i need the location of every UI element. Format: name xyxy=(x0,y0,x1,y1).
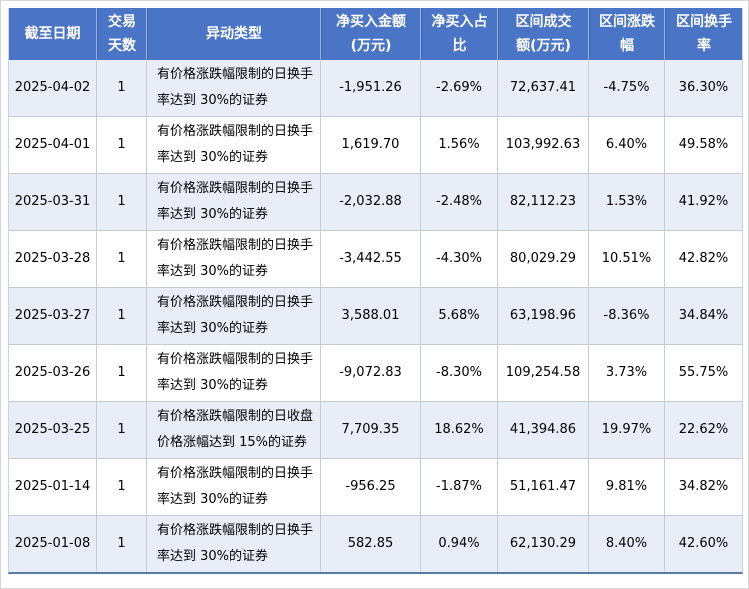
cell-trade-days: 1 xyxy=(97,516,147,572)
cell-trade-days: 1 xyxy=(97,402,147,459)
table-row: 2025-03-28 1 有价格涨跌幅限制的日换手率达到 30%的证券 -3,4… xyxy=(9,231,742,288)
table-row: 2025-03-31 1 有价格涨跌幅限制的日换手率达到 30%的证券 -2,0… xyxy=(9,174,742,231)
cell-trade-days: 1 xyxy=(97,288,147,345)
abnormal-movement-table: 截至日期 交易 天数 异动类型 净买入金额 (万元) 净买入占 比 区间成交 额… xyxy=(8,8,743,574)
cell-interval-change: -4.75% xyxy=(589,60,665,117)
table-row: 2025-01-14 1 有价格涨跌幅限制的日换手率达到 30%的证券 -956… xyxy=(9,459,742,516)
cell-move-type: 有价格涨跌幅限制的日换手率达到 30%的证券 xyxy=(147,231,321,288)
cell-interval-turnover-amount: 41,394.86 xyxy=(498,402,589,459)
cell-interval-turnover-rate: 22.62% xyxy=(665,402,742,459)
cell-net-buy-ratio: 0.94% xyxy=(421,516,498,572)
header-cell-trade-days: 交易 天数 xyxy=(97,8,147,60)
cell-end-date: 2025-03-27 xyxy=(9,288,97,345)
cell-end-date: 2025-03-31 xyxy=(9,174,97,231)
cell-move-type: 有价格涨跌幅限制的日收盘价格涨幅达到 15%的证券 xyxy=(147,402,321,459)
table-row: 2025-03-25 1 有价格涨跌幅限制的日收盘价格涨幅达到 15%的证券 7… xyxy=(9,402,742,459)
table-body: 2025-04-02 1 有价格涨跌幅限制的日换手率达到 30%的证券 -1,9… xyxy=(9,60,742,572)
header-cell-move-type: 异动类型 xyxy=(147,8,321,60)
header-cell-net-buy-ratio: 净买入占 比 xyxy=(421,8,498,60)
cell-trade-days: 1 xyxy=(97,60,147,117)
header-cell-interval-turnover-rate: 区间换手 率 xyxy=(665,8,742,60)
cell-interval-turnover-amount: 51,161.47 xyxy=(498,459,589,516)
cell-net-buy-amount: -2,032.88 xyxy=(321,174,421,231)
cell-net-buy-ratio: 5.68% xyxy=(421,288,498,345)
cell-net-buy-ratio: -1.87% xyxy=(421,459,498,516)
cell-net-buy-ratio: -2.48% xyxy=(421,174,498,231)
cell-end-date: 2025-01-08 xyxy=(9,516,97,572)
cell-interval-turnover-rate: 42.60% xyxy=(665,516,742,572)
header-cell-interval-change: 区间涨跌 幅 xyxy=(589,8,665,60)
cell-net-buy-amount: -956.25 xyxy=(321,459,421,516)
cell-interval-change: 3.73% xyxy=(589,345,665,402)
cell-interval-turnover-rate: 42.82% xyxy=(665,231,742,288)
header-cell-net-buy-amount: 净买入金额 (万元) xyxy=(321,8,421,60)
table-row: 2025-04-01 1 有价格涨跌幅限制的日换手率达到 30%的证券 1,61… xyxy=(9,117,742,174)
header-cell-interval-turnover-amount: 区间成交 额(万元) xyxy=(498,8,589,60)
table-row: 2025-01-08 1 有价格涨跌幅限制的日换手率达到 30%的证券 582.… xyxy=(9,516,742,572)
cell-net-buy-ratio: -2.69% xyxy=(421,60,498,117)
cell-move-type: 有价格涨跌幅限制的日换手率达到 30%的证券 xyxy=(147,459,321,516)
cell-interval-turnover-amount: 63,198.96 xyxy=(498,288,589,345)
cell-end-date: 2025-03-25 xyxy=(9,402,97,459)
cell-trade-days: 1 xyxy=(97,174,147,231)
cell-move-type: 有价格涨跌幅限制的日换手率达到 30%的证券 xyxy=(147,288,321,345)
cell-interval-turnover-rate: 55.75% xyxy=(665,345,742,402)
header-row: 截至日期 交易 天数 异动类型 净买入金额 (万元) 净买入占 比 区间成交 额… xyxy=(9,8,742,60)
cell-move-type: 有价格涨跌幅限制的日换手率达到 30%的证券 xyxy=(147,174,321,231)
header-cell-end-date: 截至日期 xyxy=(9,8,97,60)
cell-end-date: 2025-03-28 xyxy=(9,231,97,288)
cell-interval-turnover-rate: 49.58% xyxy=(665,117,742,174)
cell-net-buy-amount: 7,709.35 xyxy=(321,402,421,459)
cell-net-buy-amount: -1,951.26 xyxy=(321,60,421,117)
table-header: 截至日期 交易 天数 异动类型 净买入金额 (万元) 净买入占 比 区间成交 额… xyxy=(9,8,742,60)
cell-trade-days: 1 xyxy=(97,117,147,174)
cell-interval-turnover-amount: 80,029.29 xyxy=(498,231,589,288)
cell-trade-days: 1 xyxy=(97,345,147,402)
cell-interval-turnover-amount: 72,637.41 xyxy=(498,60,589,117)
cell-interval-turnover-amount: 82,112.23 xyxy=(498,174,589,231)
cell-net-buy-amount: 3,588.01 xyxy=(321,288,421,345)
cell-interval-change: 8.40% xyxy=(589,516,665,572)
cell-trade-days: 1 xyxy=(97,231,147,288)
cell-interval-change: 19.97% xyxy=(589,402,665,459)
cell-net-buy-amount: 1,619.70 xyxy=(321,117,421,174)
cell-interval-change: 9.81% xyxy=(589,459,665,516)
cell-interval-change: -8.36% xyxy=(589,288,665,345)
cell-move-type: 有价格涨跌幅限制的日换手率达到 30%的证券 xyxy=(147,117,321,174)
cell-interval-turnover-rate: 34.84% xyxy=(665,288,742,345)
table-row: 2025-03-27 1 有价格涨跌幅限制的日换手率达到 30%的证券 3,58… xyxy=(9,288,742,345)
cell-end-date: 2025-01-14 xyxy=(9,459,97,516)
cell-net-buy-amount: -9,072.83 xyxy=(321,345,421,402)
cell-net-buy-ratio: -8.30% xyxy=(421,345,498,402)
cell-interval-turnover-rate: 41.92% xyxy=(665,174,742,231)
cell-interval-change: 1.53% xyxy=(589,174,665,231)
cell-interval-turnover-amount: 109,254.58 xyxy=(498,345,589,402)
cell-net-buy-ratio: -4.30% xyxy=(421,231,498,288)
table-row: 2025-04-02 1 有价格涨跌幅限制的日换手率达到 30%的证券 -1,9… xyxy=(9,60,742,117)
cell-interval-turnover-amount: 62,130.29 xyxy=(498,516,589,572)
cell-end-date: 2025-04-01 xyxy=(9,117,97,174)
cell-net-buy-amount: -3,442.55 xyxy=(321,231,421,288)
cell-interval-turnover-rate: 34.82% xyxy=(665,459,742,516)
cell-move-type: 有价格涨跌幅限制的日换手率达到 30%的证券 xyxy=(147,516,321,572)
cell-interval-change: 10.51% xyxy=(589,231,665,288)
cell-end-date: 2025-04-02 xyxy=(9,60,97,117)
cell-interval-change: 6.40% xyxy=(589,117,665,174)
cell-net-buy-ratio: 1.56% xyxy=(421,117,498,174)
cell-net-buy-ratio: 18.62% xyxy=(421,402,498,459)
cell-end-date: 2025-03-26 xyxy=(9,345,97,402)
cell-interval-turnover-rate: 36.30% xyxy=(665,60,742,117)
cell-trade-days: 1 xyxy=(97,459,147,516)
cell-move-type: 有价格涨跌幅限制的日换手率达到 30%的证券 xyxy=(147,345,321,402)
cell-interval-turnover-amount: 103,992.63 xyxy=(498,117,589,174)
table-row: 2025-03-26 1 有价格涨跌幅限制的日换手率达到 30%的证券 -9,0… xyxy=(9,345,742,402)
cell-move-type: 有价格涨跌幅限制的日换手率达到 30%的证券 xyxy=(147,60,321,117)
cell-net-buy-amount: 582.85 xyxy=(321,516,421,572)
